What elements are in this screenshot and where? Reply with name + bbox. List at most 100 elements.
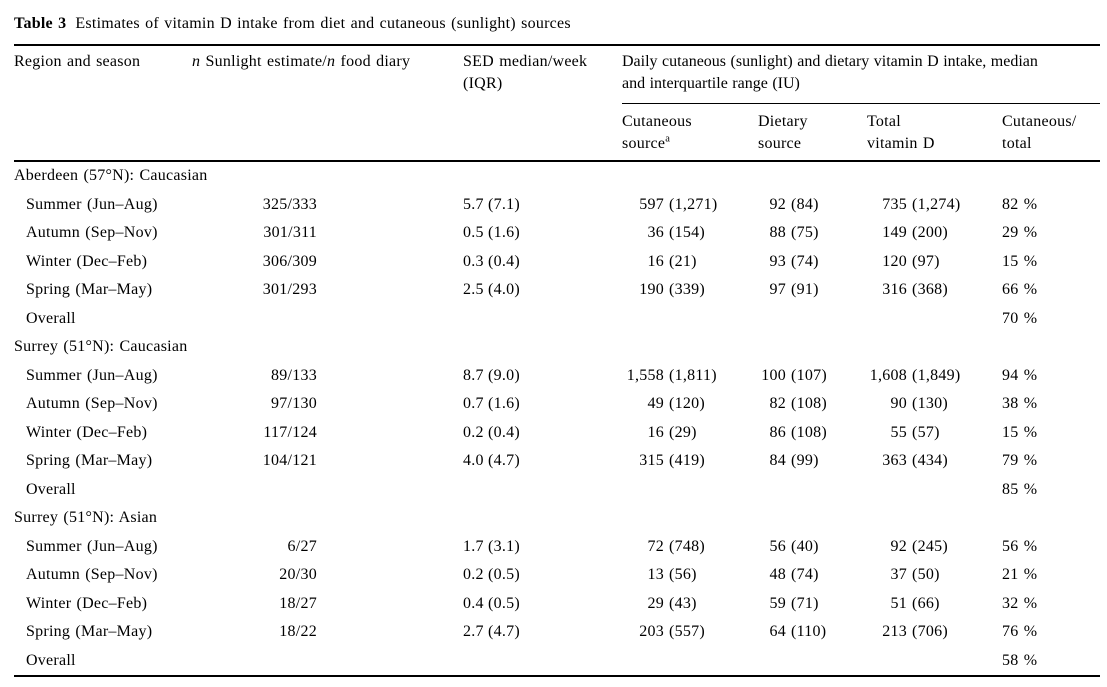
median-value: 51 — [890, 594, 907, 612]
median-value: 203 — [639, 623, 664, 640]
col-header-cutaneous-source: Cutaneous sourcea — [622, 112, 692, 152]
cell-cutaneous-total-percent: 21 % — [1002, 566, 1038, 583]
median-value: 92 — [890, 537, 907, 555]
cell-season-label: Overall — [26, 309, 76, 327]
cell-season-label: Winter (Dec–Feb) — [26, 423, 148, 441]
iqr-value: (1,849) — [912, 366, 961, 384]
cell-total-vitamin-d — [867, 647, 1002, 677]
cell-total-vitamin-d: 735 (1,274) — [867, 191, 1002, 220]
cell-season-label: Spring (Mar–May) — [26, 623, 153, 640]
iqr-value: (97) — [912, 252, 940, 270]
cell-cutaneous-source — [622, 647, 758, 677]
table-row: Summer (Jun–Aug) 325/333 5.7 (7.1) 597 (1,271… — [14, 191, 1100, 220]
iqr-value: (74) — [791, 252, 819, 270]
median-value: 315 — [639, 452, 664, 469]
median-value: 48 — [769, 566, 786, 583]
cell-dietary-source: 93 (74) — [758, 248, 867, 277]
cell-cutaneous-total-percent: 15 % — [1002, 252, 1038, 270]
overall-row: Overall 58 % — [14, 647, 1100, 677]
cell-n-ratio: 117/124 — [192, 419, 463, 448]
cell-cutaneous-source: 1,558 (1,811) — [622, 362, 758, 391]
median-value: 18/22 — [279, 623, 317, 640]
median-value: 363 — [882, 452, 907, 469]
cell-sed-median-week — [463, 647, 622, 677]
table-row: Winter (Dec–Feb) 18/27 0.4 (0.5) 29 (43) 59 (71… — [14, 590, 1100, 619]
median-value: 82 — [769, 395, 786, 412]
cell-total-vitamin-d: 363 (434) — [867, 447, 1002, 476]
cell-cutaneous-total-percent: 56 % — [1002, 537, 1038, 555]
cell-total-vitamin-d: 120 (97) — [867, 248, 1002, 277]
cell-n-ratio: 306/309 — [192, 248, 463, 277]
median-value: 2.5 — [463, 281, 484, 298]
cell-cutaneous-source: 13 (56) — [622, 561, 758, 590]
cell-dietary-source: 82 (108) — [758, 390, 867, 419]
iqr-value: (108) — [791, 395, 827, 412]
cell-season-label: Overall — [26, 480, 76, 498]
cell-cutaneous-source: 315 (419) — [622, 447, 758, 476]
cell-cutaneous-total-percent: 79 % — [1002, 452, 1038, 469]
cell-cutaneous-source — [622, 305, 758, 334]
iqr-value: (4.7) — [488, 623, 520, 640]
median-value: 72 — [647, 537, 664, 555]
cell-sed-median-week: 8.7 (9.0) — [463, 362, 622, 391]
iqr-value: (91) — [791, 281, 819, 298]
cell-sed-median-week: 0.2 (0.5) — [463, 561, 622, 590]
iqr-value: (29) — [669, 423, 697, 441]
median-value: 149 — [882, 224, 907, 241]
median-value: 301/293 — [262, 281, 317, 298]
median-value: 117/124 — [263, 423, 317, 441]
cell-season-label: Summer (Jun–Aug) — [26, 537, 158, 555]
median-value: 93 — [769, 252, 786, 270]
cell-n-ratio: 325/333 — [192, 191, 463, 220]
iqr-value: (21) — [669, 252, 697, 270]
italic-n: n — [327, 53, 336, 70]
cell-dietary-source: 86 (108) — [758, 419, 867, 448]
cell-n-ratio: 18/22 — [192, 618, 463, 647]
median-value: 55 — [890, 423, 907, 441]
median-value: 190 — [639, 281, 664, 298]
cell-dietary-source: 92 (84) — [758, 191, 867, 220]
cell-cutaneous-source: 16 (21) — [622, 248, 758, 277]
cell-cutaneous-source: 597 (1,271) — [622, 191, 758, 220]
cell-cutaneous-total-percent: 70 % — [1002, 309, 1038, 327]
cell-cutaneous-total-percent: 32 % — [1002, 594, 1038, 612]
cell-dietary-source: 59 (71) — [758, 590, 867, 619]
iqr-value: (56) — [669, 566, 697, 583]
table-row: Winter (Dec–Feb) 306/309 0.3 (0.4) 16 (21) 93 (… — [14, 248, 1100, 277]
italic-n: n — [192, 53, 201, 70]
iqr-value: (1,811) — [669, 366, 717, 384]
table-row: Spring (Mar–May) 301/293 2.5 (4.0) 190 (339) 9… — [14, 276, 1100, 305]
cell-n-ratio: 97/130 — [192, 390, 463, 419]
cell-dietary-source — [758, 305, 867, 334]
iqr-value: (74) — [791, 566, 819, 583]
iqr-value: (200) — [912, 224, 948, 241]
cell-dietary-source: 48 (74) — [758, 561, 867, 590]
iqr-value: (120) — [669, 395, 705, 412]
cell-n-ratio: 20/30 — [192, 561, 463, 590]
iqr-value: (4.7) — [488, 452, 520, 469]
median-value: 92 — [769, 195, 786, 213]
median-value: 0.7 — [463, 395, 484, 412]
median-value: 16 — [647, 423, 664, 441]
cell-season-label: Overall — [26, 651, 76, 669]
iqr-value: (557) — [669, 623, 705, 640]
col-header-daily-intake-spanner: Daily cutaneous (sunlight) and dietary v… — [622, 45, 1101, 104]
iqr-value: (1,271) — [669, 195, 718, 213]
cell-dietary-source: 97 (91) — [758, 276, 867, 305]
iqr-value: (107) — [791, 366, 827, 384]
median-value: 301/311 — [263, 224, 317, 241]
median-value: 100 — [761, 366, 786, 384]
median-value: 16 — [647, 252, 664, 270]
median-value: 1.7 — [463, 537, 484, 555]
cell-cutaneous-source: 29 (43) — [622, 590, 758, 619]
cell-total-vitamin-d: 90 (130) — [867, 390, 1002, 419]
iqr-value: (1.6) — [488, 395, 520, 412]
median-value: 59 — [769, 594, 786, 612]
median-value: 0.3 — [463, 252, 484, 270]
median-value: 1,558 — [626, 366, 664, 384]
median-value: 104/121 — [262, 452, 317, 469]
cell-total-vitamin-d: 1,608 (1,849) — [867, 362, 1002, 391]
iqr-value: (339) — [669, 281, 705, 298]
iqr-value: (130) — [912, 395, 948, 412]
iqr-value: (108) — [791, 423, 827, 441]
